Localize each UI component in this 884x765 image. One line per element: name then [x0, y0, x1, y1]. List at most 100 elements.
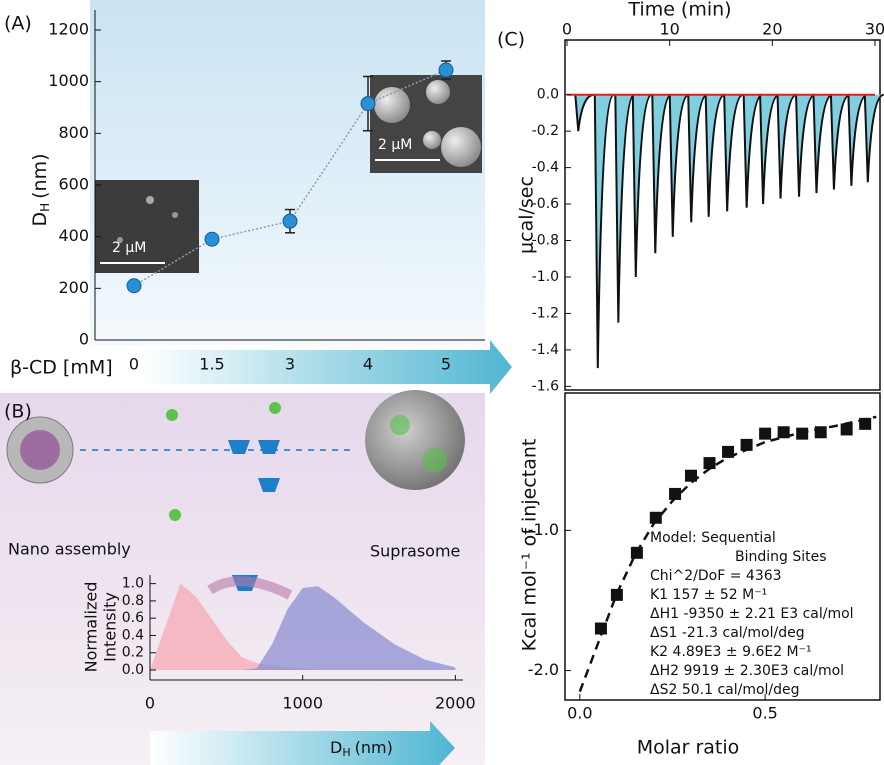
spike — [829, 93, 851, 190]
spike-fill — [830, 94, 850, 190]
y-axis-label: μcal/sec — [516, 176, 538, 254]
x-axis-label-main: D — [330, 738, 342, 757]
spike — [687, 93, 708, 223]
spike — [704, 93, 726, 217]
spike-fill — [864, 94, 884, 183]
x-tick-label: 5 — [441, 355, 451, 374]
point — [669, 487, 682, 500]
spike-fill — [813, 94, 833, 194]
point — [740, 438, 753, 451]
spike-fill — [777, 94, 797, 199]
x-tick-label: 4 — [363, 355, 373, 374]
annotation: ΔH2 9919 ± 2.30E3 cal/mol — [650, 663, 844, 679]
area — [150, 583, 456, 670]
spike-fill — [575, 94, 595, 132]
y-tick-label: -1.0 — [532, 269, 559, 285]
spike-fill — [688, 94, 708, 223]
y-tick-label: 0.4 — [122, 627, 144, 643]
x-tick-label: 0.0 — [567, 704, 592, 723]
x-tick-label: 10 — [659, 20, 679, 39]
annotation: K2 4.89E3 ± 9.6E2 M⁻¹ — [650, 644, 812, 660]
suprasome-patch — [423, 448, 447, 472]
y-tick-label: -0.8 — [532, 233, 559, 249]
annotation: Chi^2/DoF = 4363 — [650, 568, 782, 584]
y-tick-label: 0.2 — [122, 645, 144, 661]
molecule-head — [166, 409, 178, 421]
gradient-arrow — [150, 721, 455, 765]
y-axis-label: Intensity — [101, 592, 120, 662]
diagram-label: Suprasome — [370, 542, 460, 561]
point — [777, 426, 790, 439]
point — [282, 213, 298, 229]
molecule-head — [269, 402, 281, 414]
y-tick-label: 1.0 — [122, 576, 144, 592]
annotation: ΔH1 -9350 ± 2.21 E3 cal/mol — [650, 606, 854, 622]
y-tick-label: 200 — [58, 278, 89, 297]
y-tick-label: -1.0 — [528, 520, 559, 539]
panel-label: (C) — [497, 29, 525, 51]
spike — [631, 93, 653, 278]
transition-arrow — [207, 576, 293, 600]
y-tick-label: 0.0 — [537, 87, 559, 103]
y-tick-label: -0.6 — [532, 196, 559, 212]
spike — [651, 93, 672, 254]
point — [630, 546, 643, 559]
panel-label: (B) — [4, 401, 32, 423]
point — [796, 427, 809, 440]
plot-frame — [564, 392, 881, 701]
suprasome-patch — [390, 415, 410, 435]
spike-fill — [848, 94, 868, 186]
y-tick-label: -0.4 — [532, 160, 559, 176]
point — [204, 231, 220, 247]
spike-fill — [632, 94, 652, 277]
spike-fill — [669, 94, 689, 237]
x-tick-label: 0 — [129, 355, 139, 374]
spike — [723, 93, 744, 212]
y-axis-label-sub: H — [38, 203, 52, 212]
y-tick-label: 800 — [58, 123, 89, 142]
x-tick-label: 2000 — [435, 694, 476, 713]
spike — [795, 93, 816, 197]
y-axis-label: Kcal mol⁻¹ of injectant — [519, 439, 541, 652]
sem-particle — [426, 80, 450, 104]
x-axis-label-sub: H — [342, 746, 350, 759]
x-tick-label: 3 — [285, 355, 295, 374]
spike — [668, 93, 690, 237]
y-tick-label: 600 — [58, 175, 89, 194]
annotation: Model: Sequential — [650, 530, 776, 546]
spike — [593, 93, 615, 369]
x-tick-label: 1000 — [282, 694, 323, 713]
x-axis-label-unit: (nm) — [355, 738, 393, 757]
diagram-label: Nano assembly — [8, 540, 131, 559]
x-tick-label: 0.5 — [752, 704, 777, 723]
annotation: Binding Sites — [735, 549, 827, 565]
spike-fill — [652, 94, 672, 254]
spike — [776, 93, 797, 199]
x-tick-label: 20 — [762, 20, 782, 39]
sem-particle — [146, 196, 154, 204]
y-axis-label: Normalized — [82, 582, 101, 673]
x-axis-label: Time (min) — [627, 0, 731, 21]
y-tick-label: 0.8 — [122, 593, 144, 609]
x-tick-label: 1.5 — [199, 355, 224, 374]
nano-assembly-core — [20, 430, 60, 470]
scale-bar-label: 2 μM — [378, 137, 412, 153]
sem-particle — [117, 237, 123, 243]
sem-particle — [441, 127, 481, 167]
sem-particle — [172, 212, 178, 218]
cyclodextrin — [228, 440, 280, 492]
sem-image — [95, 180, 199, 273]
y-tick-label: -1.6 — [532, 378, 559, 394]
point — [438, 62, 454, 78]
data-line — [133, 69, 447, 287]
y-axis-label-main: D — [29, 212, 51, 227]
area — [150, 586, 456, 670]
spike-fill — [705, 94, 725, 217]
spike-fill — [760, 94, 780, 205]
sem-particle — [374, 87, 410, 123]
x-axis-label: DH (nm) — [330, 738, 393, 760]
plot-frame — [564, 39, 881, 391]
point — [685, 469, 697, 482]
y-tick-label: -1.4 — [532, 342, 559, 358]
